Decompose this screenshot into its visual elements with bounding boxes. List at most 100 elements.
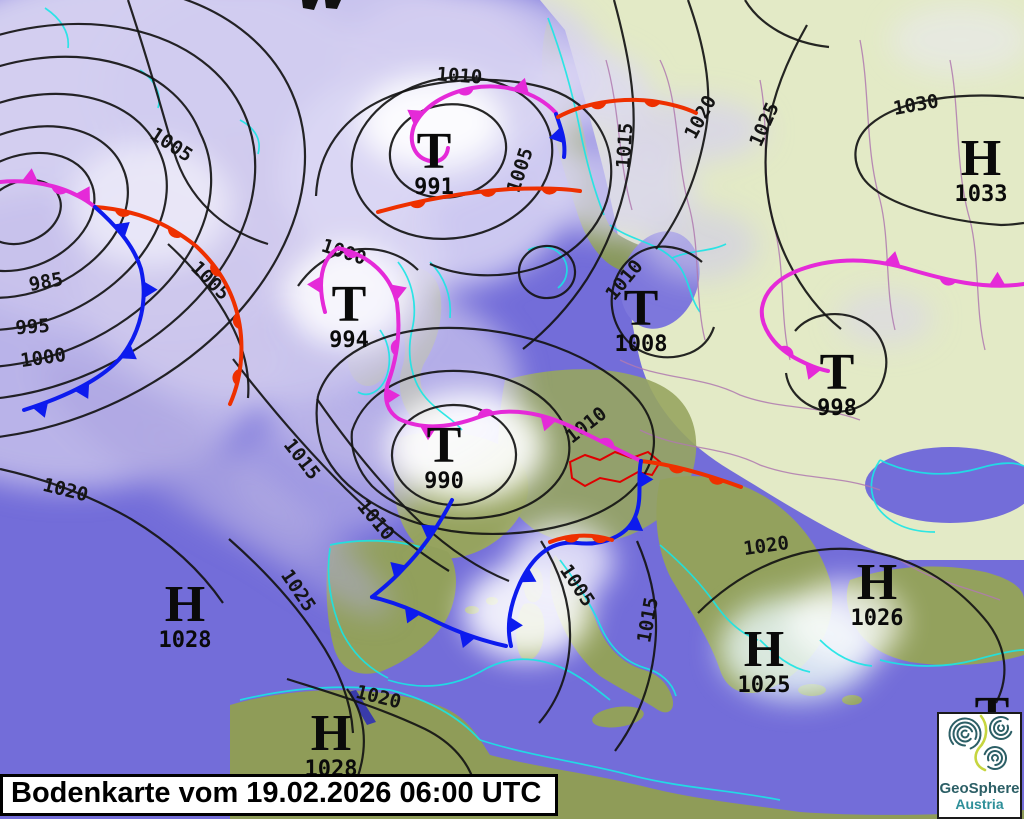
pressure-center-value: 1028 xyxy=(159,628,212,653)
isobar-line xyxy=(316,398,510,583)
occluded-front-symbol xyxy=(307,276,322,294)
occluded-front-symbol xyxy=(51,185,68,195)
cold-front-symbol xyxy=(143,281,158,299)
occluded-front-symbol xyxy=(540,415,557,432)
high-pressure-center: H xyxy=(311,705,351,762)
warm-front-symbol xyxy=(540,188,558,195)
warm-front-symbol xyxy=(589,101,607,110)
isobar-line xyxy=(610,245,716,359)
map-title-bar: Bodenkarte vom 19.02.2026 06:00 UTC xyxy=(0,774,559,816)
cold-front xyxy=(506,459,643,648)
occluded-front-symbol xyxy=(988,271,1006,286)
warm-front-symbol xyxy=(668,465,685,474)
warm-front xyxy=(639,459,743,489)
cold-front-symbol xyxy=(459,631,476,649)
isobar-line xyxy=(126,0,269,246)
isobar-line xyxy=(314,78,613,277)
occluded-front-symbol xyxy=(342,248,359,258)
warm-front-symbol xyxy=(232,368,241,386)
warm-front-symbol xyxy=(409,200,426,209)
isobar-line xyxy=(0,125,129,299)
isobar-line xyxy=(286,677,477,786)
high-pressure-center: H xyxy=(744,621,784,678)
occluded-front-symbol xyxy=(420,425,438,441)
pressure-center-value: 991 xyxy=(414,175,454,200)
occluded-front-symbol xyxy=(407,109,424,125)
isobar-line xyxy=(228,538,355,734)
isobar-line xyxy=(0,467,224,604)
occluded-front-symbol xyxy=(805,363,822,380)
high-pressure-center: H xyxy=(857,554,897,611)
isobar-line xyxy=(764,24,842,330)
isobar-line xyxy=(315,326,656,536)
cold-front-symbol xyxy=(113,222,130,238)
isobar-label: 1010 xyxy=(436,63,483,88)
cold-front-symbol xyxy=(120,344,137,360)
cold-front-symbol xyxy=(32,401,49,418)
pressure-center-value: 990 xyxy=(424,469,464,494)
isobar-line xyxy=(522,0,635,350)
cold-front-symbol xyxy=(421,524,438,540)
cold-front-symbol xyxy=(404,607,421,624)
cold-front-symbol xyxy=(74,382,90,399)
warm-front-symbol xyxy=(479,189,497,197)
isobar-line xyxy=(232,358,450,572)
warm-front-symbol xyxy=(591,535,609,544)
occluded-front-symbol xyxy=(939,277,957,286)
warm-front xyxy=(93,205,244,406)
fronts-layer xyxy=(0,77,1024,649)
isobar-line xyxy=(0,22,257,400)
occluded-front-symbol xyxy=(457,87,474,96)
pressure-center-value: 1008 xyxy=(615,332,668,357)
isobar-line xyxy=(517,244,577,300)
high-pressure-center: H xyxy=(165,576,205,633)
occluded-front-symbol xyxy=(21,168,39,184)
warm-front-symbol xyxy=(708,475,725,485)
austria-border xyxy=(568,450,662,488)
logo-text-geosphere: GeoSphere xyxy=(939,780,1020,797)
isobar-label: 1015 xyxy=(612,122,637,169)
low-pressure-center: T xyxy=(427,417,462,474)
occluded-front-symbol xyxy=(75,186,90,203)
cold-front-symbol xyxy=(390,562,407,578)
occluded-front-symbol xyxy=(779,345,794,358)
isobar-line xyxy=(0,55,213,368)
cold-front xyxy=(370,595,508,648)
pressure-center-value: 994 xyxy=(329,328,369,353)
occluded-front-symbol xyxy=(390,284,407,301)
occluded-front-symbol xyxy=(390,338,399,356)
cold-front-symbol xyxy=(508,616,523,634)
isobars-layer xyxy=(0,0,1024,786)
isobar-line xyxy=(346,688,365,780)
coastlines xyxy=(44,7,1024,801)
isobar-line xyxy=(854,94,1024,227)
occluded-front-symbol xyxy=(477,408,494,418)
isobar-line xyxy=(697,547,1006,704)
isobar-line xyxy=(538,540,572,724)
isobar-line xyxy=(350,369,571,520)
occluded-front-symbol xyxy=(884,251,901,267)
isobar-line xyxy=(167,243,250,399)
high-pressure-center: H xyxy=(961,130,1001,187)
low-pressure-center: T xyxy=(417,123,452,180)
occluded-front-symbol xyxy=(385,387,401,405)
isobar-line xyxy=(297,247,419,287)
isobar-line xyxy=(784,313,888,413)
occluded-front-symbol xyxy=(512,77,529,94)
isobar-line xyxy=(390,403,518,507)
cold-front-symbol xyxy=(548,126,565,144)
cold-front-symbol xyxy=(520,567,537,583)
occluded-front-symbol xyxy=(599,437,615,448)
geosphere-logo-icon xyxy=(948,714,1013,772)
isobar-line xyxy=(744,0,830,49)
pressure-center-value: 1026 xyxy=(851,606,904,631)
isobar-line xyxy=(0,151,96,273)
warm-front-symbol xyxy=(562,535,580,543)
occluded-front xyxy=(0,179,97,209)
cold-front-symbol xyxy=(639,470,654,488)
warm-front-symbol xyxy=(167,227,183,238)
cloud-layer xyxy=(0,0,1024,700)
logo-text-austria: Austria xyxy=(955,796,1004,812)
